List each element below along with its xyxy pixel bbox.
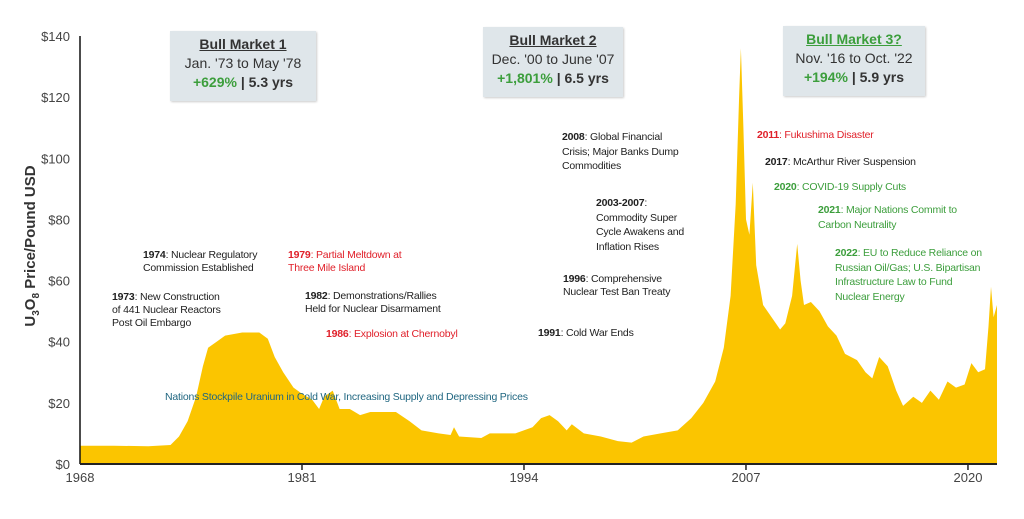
- bull-market-range: Dec. '00 to June '07: [491, 51, 615, 67]
- annotation-1979: 1979: Partial Meltdown at Three Mile Isl…: [288, 249, 402, 274]
- annotation-1991: 1991: Cold War Ends: [538, 327, 634, 339]
- bull-market-duration: | 5.9 yrs: [851, 69, 905, 85]
- bull-market-1-box: Bull Market 1 Jan. '73 to May '78 +629% …: [170, 31, 316, 101]
- bull-market-gain: +1,801%: [497, 70, 553, 86]
- x-tick-label: 1994: [510, 470, 539, 485]
- y-tick-label: $100: [41, 151, 70, 166]
- y-tick-label: $140: [41, 29, 70, 44]
- x-tick-label: 1981: [288, 470, 317, 485]
- bull-market-gain: +629%: [192, 74, 237, 90]
- annotation-2020: 2020: COVID-19 Supply Cuts: [774, 181, 906, 193]
- bull-market-duration: | 6.5 yrs: [556, 70, 609, 86]
- bull-market-range: Jan. '73 to May '78: [184, 55, 302, 71]
- y-tick-label: $80: [48, 212, 70, 227]
- annotation-1973: 1973: New Construction of 441 Nuclear Re…: [112, 291, 221, 329]
- price-area: [80, 48, 997, 464]
- bull-market-duration: | 5.3 yrs: [240, 74, 294, 90]
- annotation-2017: 2017: McArthur River Suspension: [765, 156, 916, 168]
- y-axis-title: U3O8 Price/Pound USD: [22, 165, 42, 327]
- bull-market-title: Bull Market 1: [199, 36, 287, 52]
- annotation-2011: 2011: Fukushima Disaster: [757, 129, 874, 141]
- x-tick-label: 1968: [66, 470, 95, 485]
- y-tick-label: $60: [48, 274, 70, 289]
- annotation-1974: 1974: Nuclear Regulatory Commission Esta…: [143, 249, 258, 274]
- annotation-2008: 2008: Global Financial Crisis; Major Ban…: [562, 131, 679, 172]
- y-tick-label: $40: [48, 335, 70, 350]
- bull-market-title: Bull Market 2: [509, 32, 597, 48]
- bull-market-2-box: Bull Market 2 Dec. '00 to June '07 +1,80…: [483, 27, 623, 97]
- x-tick-label: 2007: [732, 470, 761, 485]
- bull-market-gain: +194%: [803, 69, 848, 85]
- y-tick-label: $0: [56, 457, 70, 472]
- bull-market-3-box: Bull Market 3? Nov. '16 to Oct. '22 +194…: [783, 26, 925, 96]
- y-tick-label: $20: [48, 396, 70, 411]
- annotation-1982: 1982: Demonstrations/Rallies Held for Nu…: [305, 290, 441, 315]
- annotation-1986: 1986: Explosion at Chernobyl: [326, 328, 458, 340]
- annotation-2022: 2022: EU to Reduce Reliance on Russian O…: [835, 247, 982, 303]
- y-tick-label: $120: [41, 90, 70, 105]
- x-tick-label: 2020: [954, 470, 983, 485]
- bull-market-range: Nov. '16 to Oct. '22: [795, 50, 913, 66]
- annotation-2021: 2021: Major Nations Commit to Carbon Neu…: [818, 204, 957, 231]
- cold-war-stockpile-note: Nations Stockpile Uranium in Cold War, I…: [165, 391, 528, 403]
- bull-market-title: Bull Market 3?: [806, 31, 902, 47]
- annotation-1996: 1996: Comprehensive Nuclear Test Ban Tre…: [563, 273, 671, 298]
- annotation-2003-2007: 2003-2007: Commodity Super Cycle Awakens…: [596, 197, 685, 253]
